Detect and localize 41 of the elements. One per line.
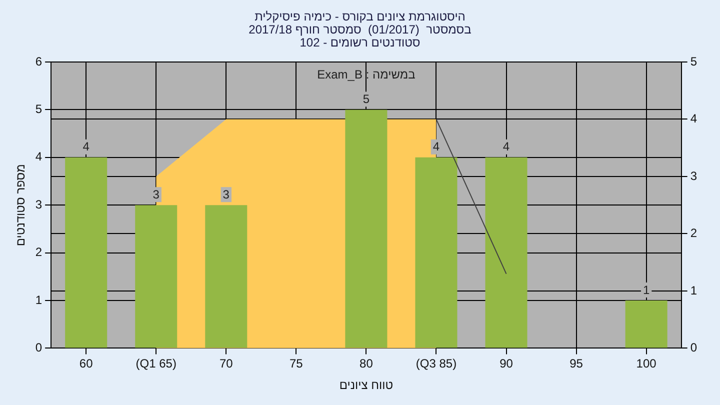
data-label: 4 — [82, 140, 90, 154]
y-tick-label: 5 — [35, 102, 42, 116]
x-tick-label: 70 — [219, 356, 234, 371]
data-label: 4 — [502, 140, 510, 154]
bar — [205, 205, 248, 348]
y-tick-label: 1 — [35, 292, 42, 307]
x-tick-label: (Q1 65) — [136, 356, 176, 371]
y-tick-label: 2 — [35, 245, 42, 260]
y-tick-label: 3 — [35, 197, 42, 212]
y2-tick-label: 4 — [690, 112, 698, 126]
chart-title: היסטוגרמת ציונים בקורס - כימיה פיסיקלית — [254, 9, 466, 24]
y-axis-title: מספר סטודנטים — [14, 164, 28, 246]
x-tick-label: 75 — [289, 356, 304, 371]
y2-tick-label: 2 — [690, 226, 698, 240]
y-tick-label: 6 — [35, 54, 42, 68]
y2-tick-label: 5 — [690, 54, 698, 68]
data-label: 5 — [362, 92, 370, 106]
x-tick-label: 90 — [500, 356, 514, 371]
x-tick-label: 100 — [636, 356, 657, 371]
x-tick-label: 60 — [79, 356, 94, 371]
data-label: 3 — [222, 187, 230, 202]
bar — [65, 157, 108, 348]
chart-subtitle: בסמסטר (01/2017) סמסטר חורף 2017/18 סטודנטים רשומים - 102 — [248, 22, 472, 50]
data-label: 4 — [432, 140, 440, 154]
x-axis-title: טווח ציונים — [339, 378, 394, 392]
data-label: 3 — [152, 187, 160, 202]
bar — [345, 110, 388, 348]
bar — [415, 157, 458, 348]
bar — [135, 205, 178, 348]
bar — [625, 300, 668, 348]
x-tick-label: (Q3 85) — [416, 356, 457, 371]
y2-tick-label: 3 — [690, 168, 698, 183]
annotation: במשימה : Exam_B — [317, 67, 416, 82]
y-tick-label: 0 — [35, 340, 42, 355]
x-tick-label: 95 — [570, 356, 584, 371]
data-label: 1 — [642, 282, 650, 297]
bar — [485, 157, 528, 348]
y2-tick-label: 1 — [690, 283, 698, 298]
y2-tick-label: 0 — [690, 340, 698, 355]
x-tick-label: 80 — [360, 356, 374, 371]
y-tick-label: 4 — [35, 150, 42, 164]
